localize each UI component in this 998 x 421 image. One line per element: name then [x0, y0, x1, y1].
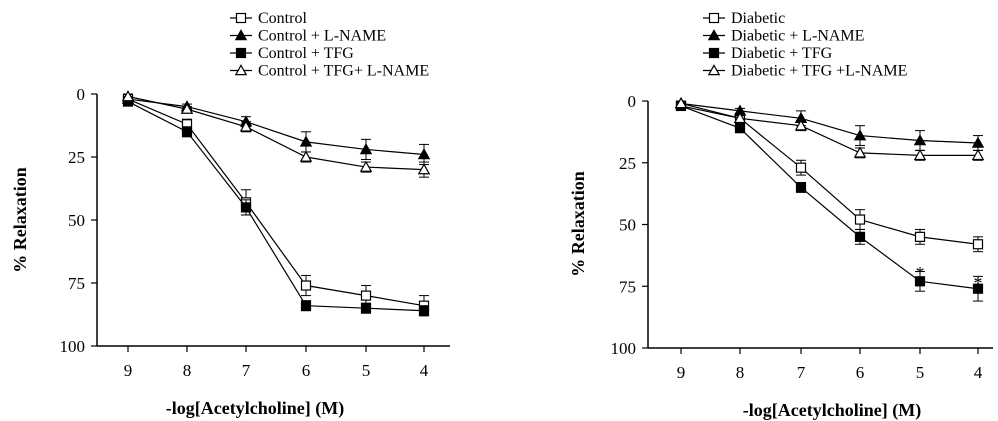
data-point [121, 90, 135, 102]
data-point [795, 162, 807, 173]
series-line [127, 95, 425, 171]
legend-marker [708, 12, 720, 24]
series-line [680, 102, 979, 144]
data-point [913, 134, 927, 146]
data-point [854, 231, 866, 242]
data-point [181, 126, 193, 137]
legend-marker [234, 64, 248, 76]
x-tick-label: 6 [302, 361, 311, 380]
data-point [914, 231, 926, 242]
series-2 [674, 97, 985, 151]
x-tick-label: 6 [856, 363, 865, 382]
y-tick-label: 100 [611, 339, 637, 358]
series-line [680, 105, 979, 290]
y-tick-label: 50 [619, 216, 636, 235]
y-tick-label: 50 [68, 211, 85, 230]
series-2 [121, 92, 431, 166]
x-tick-label: 9 [677, 363, 686, 382]
x-tick-label: 8 [183, 361, 192, 380]
y-tick-label: 75 [619, 277, 636, 296]
data-point [914, 276, 926, 287]
data-point [418, 305, 430, 316]
chart-panel-diabetic: 0 25 50 75 100 9 8 7 6 5 4 -log[Acetylcholine] (M)%… [568, 10, 993, 421]
x-tick-label: 5 [916, 363, 925, 382]
data-point [180, 102, 194, 114]
data-point [359, 160, 373, 172]
data-point [674, 97, 688, 109]
data-point [240, 202, 252, 213]
series-4 [674, 97, 985, 161]
x-tick-label: 4 [974, 363, 983, 382]
data-point [359, 143, 373, 155]
data-point [299, 135, 313, 147]
significance-asterisk: * [916, 263, 925, 283]
data-point [300, 300, 312, 311]
legend-label: Control [258, 10, 307, 27]
data-point [360, 303, 372, 314]
data-point [794, 119, 808, 131]
legend-marker [708, 47, 720, 59]
x-axis-label: -log[Acetylcholine] (M) [743, 400, 921, 421]
data-point [417, 148, 431, 160]
data-point [734, 123, 746, 134]
data-point [360, 290, 372, 301]
data-point [853, 129, 867, 141]
chart-panel-control: 0 25 50 75 100 9 8 7 6 5 4 -log[Acetylcholine] (M)%… [10, 10, 450, 419]
series-line [127, 98, 425, 307]
legend-label: Diabetic + TFG [731, 45, 833, 62]
y-tick-label: 25 [68, 148, 85, 167]
x-tick-label: 7 [242, 361, 251, 380]
data-point [913, 148, 927, 161]
series-3 [122, 96, 430, 317]
data-point [971, 148, 985, 161]
legend-label: Control + TFG+ L-NAME [258, 63, 429, 80]
y-tick-label: 25 [619, 154, 636, 173]
legend-label: Diabetic + TFG +L-NAME [731, 63, 907, 80]
x-tick-label: 4 [420, 361, 429, 380]
data-point [239, 120, 253, 132]
legend-label: Control + L-NAME [258, 28, 386, 45]
legend-label: Diabetic [731, 10, 785, 27]
legend-label: Diabetic + L-NAME [731, 28, 864, 45]
data-point [971, 136, 985, 148]
legend-marker [707, 64, 721, 76]
x-tick-label: 8 [736, 363, 745, 382]
series-1 [122, 93, 430, 317]
data-point [854, 214, 866, 225]
series-line [127, 98, 425, 156]
x-tick-label: 9 [124, 361, 133, 380]
series-line [680, 102, 978, 156]
y-tick-label: 0 [77, 85, 86, 104]
series-line [127, 101, 425, 312]
legend-marker [235, 12, 247, 24]
data-point [300, 280, 312, 291]
y-tick-label: 0 [628, 92, 637, 111]
legend-marker [707, 29, 721, 41]
series-3 [675, 100, 984, 302]
legend-marker [234, 29, 248, 41]
significance-asterisk: * [974, 273, 983, 293]
legend-marker [235, 47, 247, 59]
data-point [972, 239, 984, 250]
y-tick-label: 100 [60, 337, 86, 356]
x-axis-label: -log[Acetylcholine] (M) [166, 398, 344, 419]
data-point [299, 150, 313, 162]
legend-label: Control + TFG [258, 45, 354, 62]
data-point [972, 283, 984, 294]
y-tick-label: 75 [68, 274, 85, 293]
series-1 [675, 100, 984, 253]
data-point [795, 182, 807, 193]
data-point [417, 163, 431, 175]
x-tick-label: 5 [362, 361, 371, 380]
series-4 [121, 90, 431, 178]
x-tick-label: 7 [797, 363, 806, 382]
y-axis-label: % Relaxation [568, 171, 588, 277]
data-point [853, 146, 867, 158]
data-point [733, 111, 747, 124]
y-axis-label: % Relaxation [10, 167, 30, 273]
